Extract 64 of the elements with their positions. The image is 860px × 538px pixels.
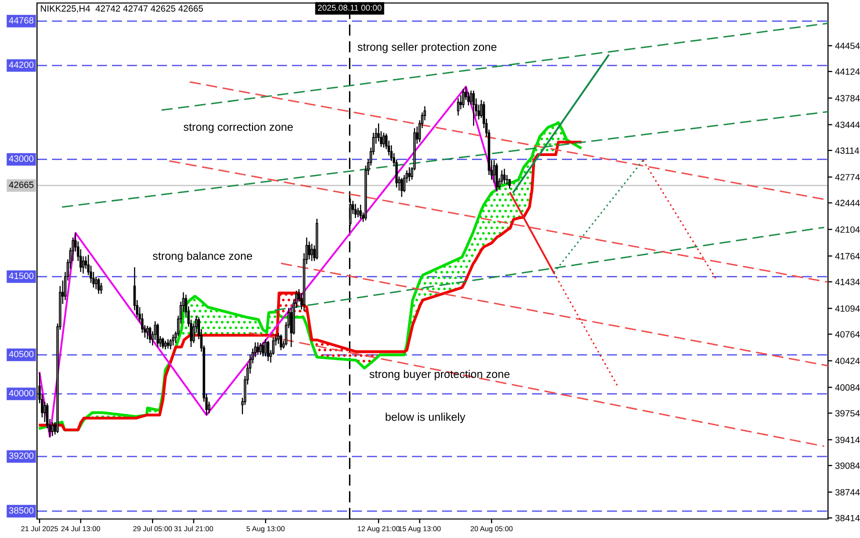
y-tick-label: 38414 [835, 514, 860, 522]
y-tick-label: 43114 [835, 147, 860, 154]
candlestick [354, 203, 357, 219]
y-tick-label: 39754 [835, 410, 860, 416]
candlestick [390, 144, 393, 162]
candlestick [408, 166, 411, 182]
candlestick [169, 338, 172, 350]
candlestick [310, 243, 314, 262]
y-tick-label: 41764 [835, 252, 860, 260]
y-tick-label: 44454 [835, 42, 860, 50]
y-tick-label: 43444 [835, 122, 860, 128]
candlestick [308, 240, 310, 260]
candlestick [456, 98, 460, 116]
y-tick-label: 43784 [835, 95, 860, 102]
candlestick [382, 132, 385, 148]
ref-line-label: 2025.08.11 00:00 [318, 4, 382, 11]
y-tick-label: 41094 [835, 305, 860, 312]
candlestick [259, 342, 262, 356]
candlestick [162, 337, 164, 350]
ref-line-label: 44768 [8, 17, 34, 24]
candlestick [508, 178, 511, 190]
y-tick-label: 40084 [835, 384, 860, 391]
ref-line-label: 42665 [8, 182, 34, 188]
candlestick [264, 338, 267, 357]
y-tick-label: 44124 [835, 68, 860, 75]
candlestick [94, 276, 98, 290]
ref-line-label: 39200 [9, 452, 34, 459]
candlestick [51, 422, 54, 437]
ref-line-label: 44200 [8, 62, 34, 68]
y-tick-label: 42104 [835, 226, 860, 233]
candlestick [472, 90, 475, 126]
candlestick [503, 168, 506, 184]
candlestick [146, 325, 149, 340]
ref-line-label: 41500 [8, 272, 34, 280]
ref-line-label: 40000 [8, 390, 34, 396]
ref-line-label: 38500 [9, 507, 34, 514]
candlestick [166, 338, 170, 350]
y-tick-label: 38744 [835, 489, 860, 496]
candlestick [403, 174, 406, 193]
y-tick-label: 40764 [835, 331, 860, 338]
annotation: strong seller protection zone [358, 42, 496, 54]
candlestick [156, 322, 159, 348]
candlestick [172, 334, 174, 346]
candlestick [256, 342, 260, 356]
candlestick [97, 278, 100, 294]
y-tick-label: 41434 [835, 278, 860, 286]
y-tick-label: 39414 [835, 436, 860, 444]
candlestick [266, 340, 270, 362]
annotation: strong balance zone [152, 252, 252, 262]
candlestick [462, 88, 465, 108]
candlestick [500, 170, 504, 185]
candlestick [100, 282, 102, 294]
candlestick [359, 204, 362, 220]
annotation: strong correction zone [184, 122, 293, 134]
ref-line-label: 43000 [8, 155, 34, 162]
candlestick [495, 162, 498, 192]
annotation: below is unlikely [386, 412, 466, 424]
chart-title: NIKK225,H4 42742 42747 42625 42665 [40, 5, 203, 13]
y-tick-label: 42444 [835, 200, 860, 206]
y-tick-label: 40424 [835, 358, 860, 364]
y-tick-label: 42774 [835, 174, 860, 180]
y-tick-label: 39084 [835, 462, 860, 469]
candlestick [400, 178, 403, 198]
ref-line-label: 40500 [8, 350, 34, 358]
